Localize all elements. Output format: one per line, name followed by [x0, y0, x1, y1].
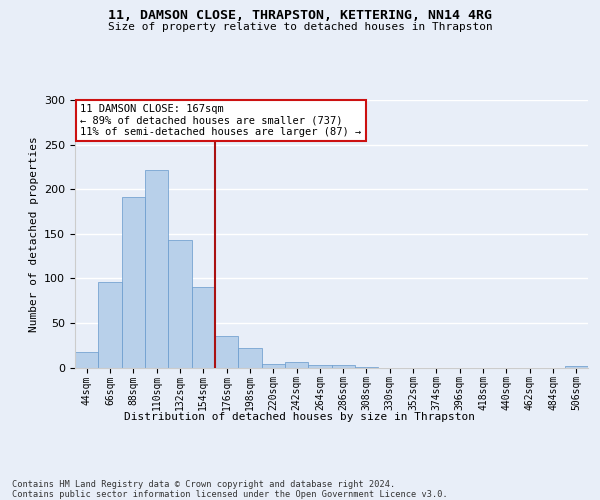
Text: Distribution of detached houses by size in Thrapston: Distribution of detached houses by size …	[125, 412, 476, 422]
Text: Contains HM Land Registry data © Crown copyright and database right 2024.
Contai: Contains HM Land Registry data © Crown c…	[12, 480, 448, 499]
Text: 11 DAMSON CLOSE: 167sqm
← 89% of detached houses are smaller (737)
11% of semi-d: 11 DAMSON CLOSE: 167sqm ← 89% of detache…	[80, 104, 361, 137]
Bar	[145, 170, 168, 368]
Bar	[565, 366, 588, 368]
Y-axis label: Number of detached properties: Number of detached properties	[29, 136, 38, 332]
Bar	[215, 336, 238, 368]
Bar	[168, 240, 191, 368]
Bar	[98, 282, 122, 368]
Bar	[308, 365, 331, 368]
Bar	[331, 365, 355, 368]
Bar	[355, 366, 378, 368]
Bar	[285, 362, 308, 368]
Bar	[262, 364, 285, 368]
Bar	[75, 352, 98, 368]
Bar	[191, 287, 215, 368]
Bar	[238, 348, 262, 368]
Text: Size of property relative to detached houses in Thrapston: Size of property relative to detached ho…	[107, 22, 493, 32]
Text: 11, DAMSON CLOSE, THRAPSTON, KETTERING, NN14 4RG: 11, DAMSON CLOSE, THRAPSTON, KETTERING, …	[108, 9, 492, 22]
Bar	[122, 197, 145, 368]
